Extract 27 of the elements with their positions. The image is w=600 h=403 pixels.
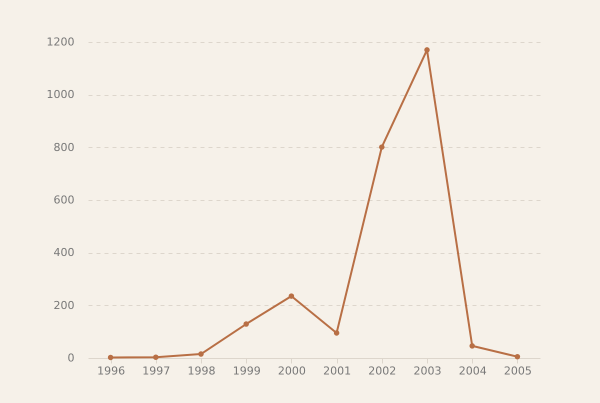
y-tick-label: 400 <box>54 246 74 260</box>
x-tick-label: 2003 <box>414 364 442 378</box>
point <box>514 354 520 360</box>
point <box>108 354 114 360</box>
point <box>198 351 204 357</box>
y-tick-label: 1200 <box>46 36 74 48</box>
x-tick-label: 1997 <box>142 364 170 378</box>
y-tick-label: 0 <box>68 352 74 364</box>
y-tick-label: 1000 <box>46 88 74 102</box>
point <box>243 321 249 327</box>
point <box>334 330 340 336</box>
x-tick-label: 1998 <box>188 364 216 378</box>
point <box>469 343 475 349</box>
x-tick-label: 2004 <box>458 364 487 378</box>
point <box>424 47 430 53</box>
x-tick-label: 2000 <box>278 364 306 378</box>
point <box>379 144 385 150</box>
x-tick-label: 1996 <box>97 364 126 378</box>
y-tick-label: 200 <box>54 298 74 312</box>
x-tick-label: 2005 <box>504 364 532 378</box>
point <box>153 354 159 360</box>
y-tick-label: 600 <box>54 194 74 206</box>
x-tick-label: 1999 <box>232 364 261 378</box>
x-tick-label: 2001 <box>323 364 352 378</box>
x-tick-label: 2002 <box>368 364 396 378</box>
point <box>288 293 294 299</box>
y-tick-label: 800 <box>54 140 74 154</box>
